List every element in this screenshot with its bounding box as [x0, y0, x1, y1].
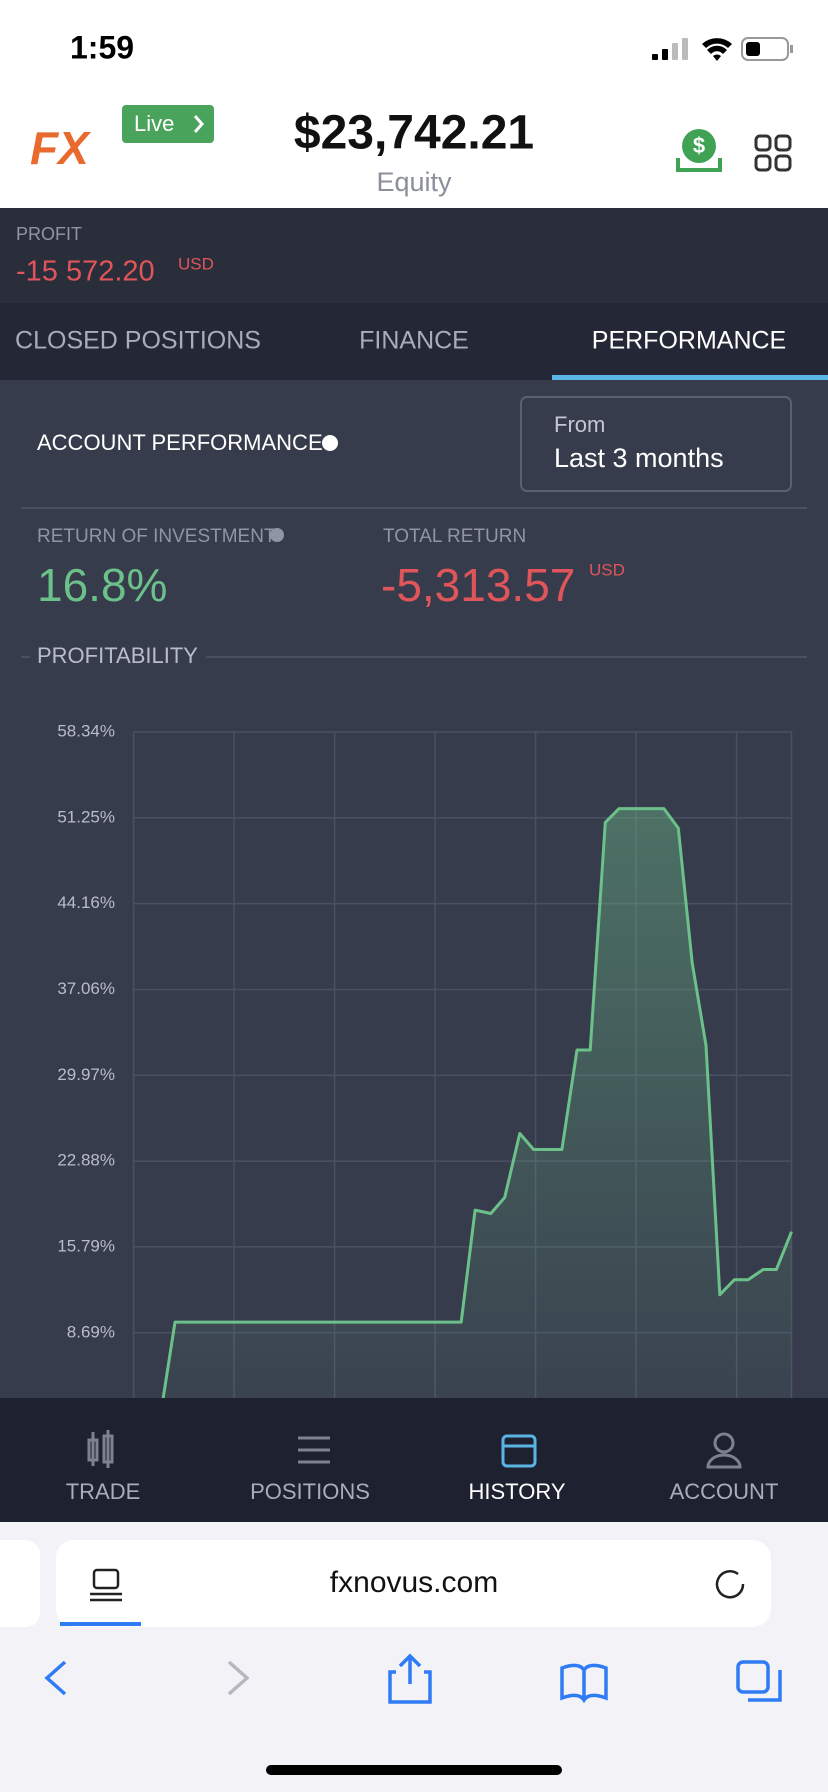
chart-section-title: PROFITABILITY	[37, 643, 198, 668]
chart	[132, 731, 793, 1399]
menu-icon[interactable]	[754, 134, 792, 172]
live-badge[interactable]	[122, 105, 214, 143]
profit-bar	[0, 208, 828, 303]
tab[interactable]: CLOSED POSITIONS	[15, 327, 261, 355]
nav-item[interactable]: ACCOUNT	[670, 1479, 779, 1504]
account-type: Live	[134, 111, 174, 136]
y-tick-label: 8.69%	[67, 1322, 115, 1341]
period-select[interactable]	[520, 396, 792, 492]
url-icons	[90, 1568, 745, 1602]
info-icon[interactable]	[270, 528, 284, 542]
y-tick-label: 58.34%	[57, 721, 115, 740]
area-line	[161, 807, 793, 1399]
status-icons	[652, 37, 793, 61]
tab-underline	[552, 375, 828, 380]
chevron	[193, 115, 204, 133]
roi-label: RETURN OF INVESTMENT	[37, 526, 276, 547]
y-tick-label: 29.97%	[57, 1065, 115, 1084]
url: fxnovus.com	[330, 1566, 498, 1599]
toolbar-icons[interactable]	[44, 1653, 782, 1704]
tab-active[interactable]: PERFORMANCE	[592, 327, 786, 355]
period: Last 3 months	[554, 443, 724, 473]
logo: FX	[30, 122, 91, 174]
equity: $23,742.21	[294, 107, 534, 160]
tab-peek	[0, 1540, 40, 1627]
y-tick-label: 44.16%	[57, 893, 115, 912]
deposit-icon[interactable]: $	[676, 129, 722, 172]
y-tick-label: 22.88%	[57, 1151, 115, 1170]
home-indicator	[266, 1765, 562, 1775]
total-return-currency: USD	[589, 560, 625, 579]
area-fill	[163, 808, 792, 1398]
nav-item-active[interactable]: HISTORY	[469, 1479, 566, 1504]
total-return: -5,313.57	[381, 559, 575, 611]
header-bg	[0, 0, 828, 208]
total-return-label: TOTAL RETURN	[383, 526, 526, 547]
nav-item[interactable]: POSITIONS	[250, 1479, 370, 1504]
equity-label: Equity	[376, 167, 452, 197]
profit-currency: USD	[178, 254, 214, 273]
section-title: ACCOUNT PERFORMANCE	[37, 430, 323, 455]
roi: 16.8%	[37, 559, 167, 611]
tab[interactable]: FINANCE	[359, 327, 469, 355]
progress	[60, 1622, 141, 1626]
info-icon[interactable]	[322, 435, 338, 451]
bottom-nav	[0, 1398, 828, 1522]
clock: 1:59	[70, 29, 134, 65]
profit-value: -15 572.20	[16, 256, 155, 288]
profit-label: PROFIT	[16, 224, 82, 244]
nav-icons	[87, 1430, 742, 1469]
url-bar[interactable]	[56, 1540, 771, 1627]
y-tick-label: 37.06%	[57, 979, 115, 998]
nav-item[interactable]: TRADE	[66, 1479, 141, 1504]
y-tick-label: 51.25%	[57, 807, 115, 826]
tab-bar	[0, 303, 828, 380]
svg-text:$: $	[693, 133, 705, 158]
period-label: From	[554, 412, 605, 437]
y-tick-label: 15.79%	[57, 1236, 115, 1255]
